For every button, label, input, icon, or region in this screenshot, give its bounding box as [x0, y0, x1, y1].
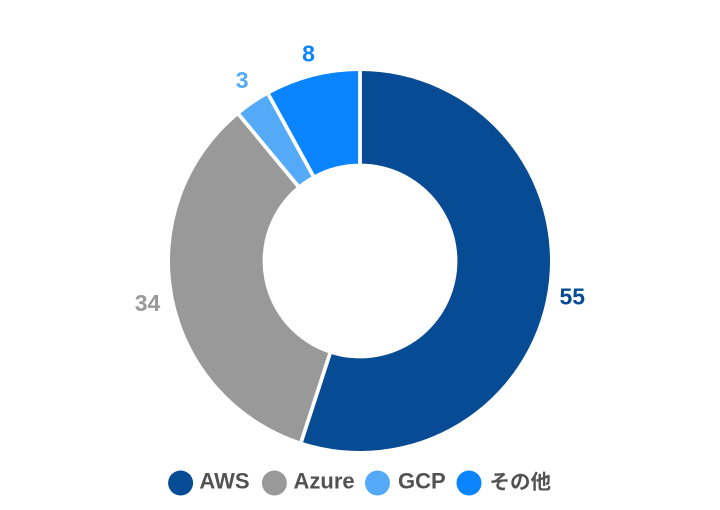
svg-text:8: 8	[302, 40, 315, 66]
svg-text:Azure: Azure	[294, 469, 355, 494]
svg-text:34: 34	[135, 290, 161, 316]
svg-text:AWS: AWS	[199, 469, 249, 494]
svg-text:3: 3	[236, 67, 249, 93]
svg-text:55: 55	[560, 284, 586, 310]
svg-text:GCP: GCP	[398, 469, 446, 494]
